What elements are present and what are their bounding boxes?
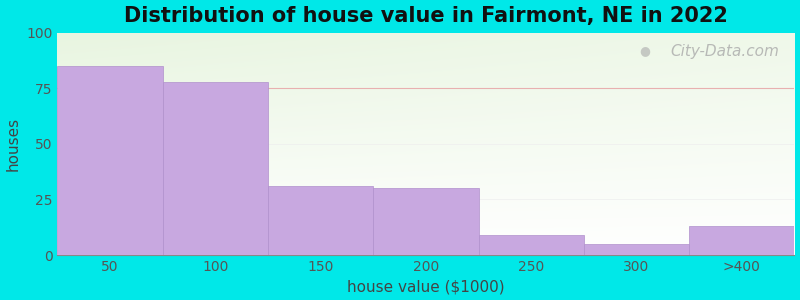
X-axis label: house value ($1000): house value ($1000) [347, 279, 505, 294]
Text: ●: ● [640, 44, 650, 57]
Bar [584, 244, 689, 255]
Bar [58, 66, 162, 255]
Bar [374, 188, 478, 255]
Text: City-Data.com: City-Data.com [671, 44, 780, 59]
Title: Distribution of house value in Fairmont, NE in 2022: Distribution of house value in Fairmont,… [124, 6, 728, 26]
Bar [689, 226, 794, 255]
Y-axis label: houses: houses [6, 117, 21, 171]
Bar [478, 235, 584, 255]
Bar [162, 82, 268, 255]
Bar [268, 186, 374, 255]
